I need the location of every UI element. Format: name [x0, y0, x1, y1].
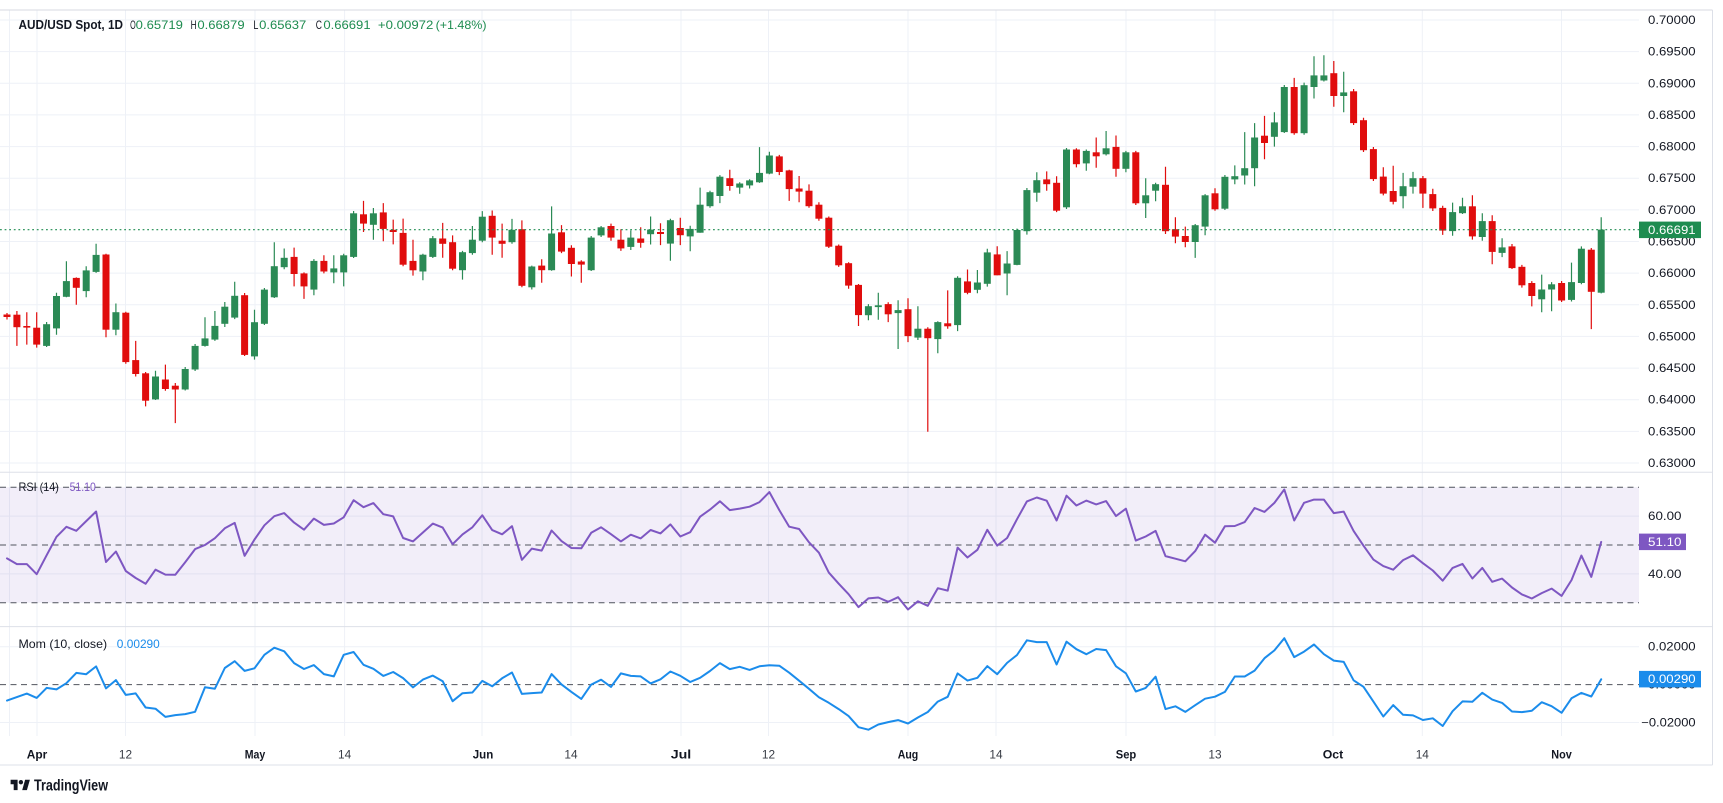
- svg-text:0.66879: 0.66879: [197, 18, 245, 32]
- svg-text:Jul: Jul: [671, 748, 692, 762]
- svg-text:0.00290: 0.00290: [1648, 674, 1696, 686]
- svg-text:0.00290: 0.00290: [117, 637, 160, 651]
- svg-text:0.63500: 0.63500: [1648, 426, 1696, 438]
- svg-text:12: 12: [119, 748, 133, 762]
- svg-text:AUD/USD Spot, 1D: AUD/USD Spot, 1D: [19, 17, 124, 32]
- svg-text:51.10: 51.10: [70, 480, 96, 494]
- svg-text:0.65637: 0.65637: [259, 18, 307, 32]
- svg-text:0.69000: 0.69000: [1648, 78, 1696, 90]
- svg-text:May: May: [245, 748, 266, 762]
- svg-text:Apr: Apr: [27, 748, 48, 762]
- svg-text:Sep: Sep: [1116, 748, 1137, 762]
- svg-text:0.68000: 0.68000: [1648, 142, 1696, 154]
- svg-text:+0.00972: +0.00972: [378, 18, 434, 32]
- svg-text:0.65000: 0.65000: [1648, 331, 1696, 343]
- svg-text:Jun: Jun: [473, 748, 494, 762]
- svg-text:0.64000: 0.64000: [1648, 395, 1696, 407]
- svg-text:14: 14: [1416, 748, 1430, 762]
- svg-text:0.67500: 0.67500: [1648, 173, 1696, 185]
- svg-text:0.65719: 0.65719: [136, 18, 184, 32]
- svg-text:40.00: 40.00: [1648, 569, 1682, 581]
- svg-text:0.66500: 0.66500: [1648, 237, 1696, 249]
- svg-text:0.70000: 0.70000: [1648, 15, 1696, 27]
- svg-text:0.65500: 0.65500: [1648, 300, 1696, 312]
- svg-text:0.67000: 0.67000: [1648, 205, 1696, 217]
- svg-text:−0.02000: −0.02000: [1641, 718, 1695, 730]
- svg-text:Mom (10, close): Mom (10, close): [19, 637, 108, 651]
- svg-text:14: 14: [564, 748, 578, 762]
- svg-text:C: C: [316, 18, 322, 32]
- svg-text:51.10: 51.10: [1648, 537, 1682, 549]
- svg-text:60.00: 60.00: [1648, 511, 1682, 523]
- svg-text:0.66000: 0.66000: [1648, 268, 1696, 280]
- svg-text:L: L: [253, 18, 258, 32]
- svg-text:0.66691: 0.66691: [1648, 225, 1696, 237]
- svg-text:0.66691: 0.66691: [323, 18, 371, 32]
- svg-text:0.63000: 0.63000: [1648, 458, 1696, 470]
- svg-text:0.64500: 0.64500: [1648, 363, 1696, 375]
- svg-text:13: 13: [1208, 748, 1222, 762]
- svg-text:14: 14: [338, 748, 352, 762]
- svg-text:12: 12: [762, 748, 776, 762]
- svg-text:O: O: [130, 18, 136, 32]
- svg-text:0.02000: 0.02000: [1648, 642, 1696, 654]
- svg-text:RSI (14): RSI (14): [19, 480, 59, 494]
- svg-text:(+1.48%): (+1.48%): [436, 18, 487, 32]
- svg-text:TradingView: TradingView: [34, 778, 109, 795]
- svg-text:Nov: Nov: [1551, 748, 1572, 762]
- svg-text:Oct: Oct: [1323, 748, 1344, 762]
- svg-text:0.69500: 0.69500: [1648, 47, 1696, 59]
- svg-text:Aug: Aug: [898, 748, 919, 762]
- svg-text:H: H: [191, 18, 197, 32]
- svg-text:14: 14: [989, 748, 1003, 762]
- svg-text:0.68500: 0.68500: [1648, 110, 1696, 122]
